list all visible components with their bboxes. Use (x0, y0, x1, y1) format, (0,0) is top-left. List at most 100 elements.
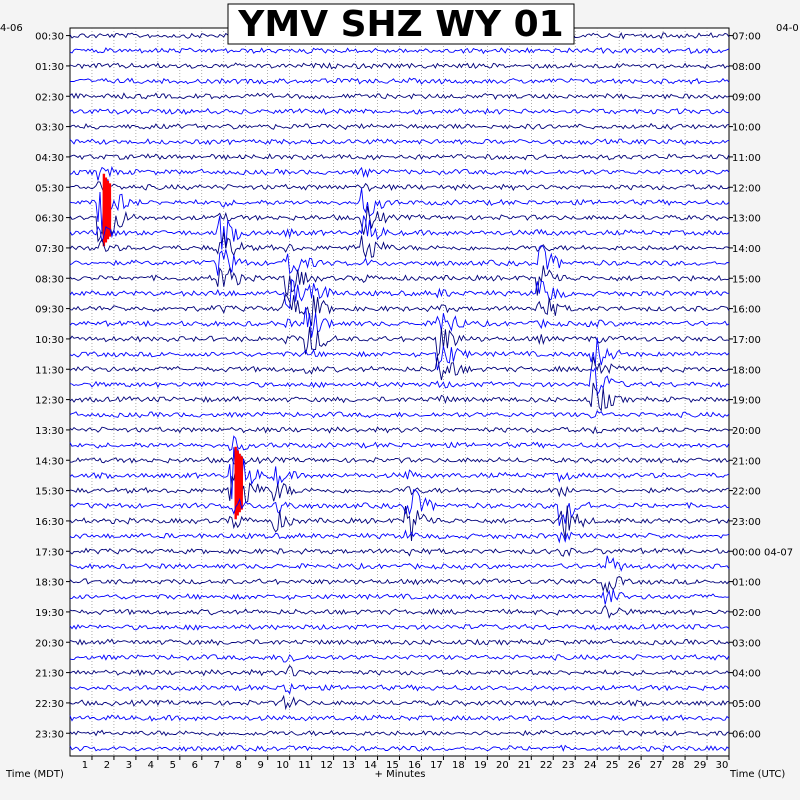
trace-line (69, 664, 730, 677)
right-tick-label: 09:00 (732, 92, 761, 103)
x-tick-label: 21 (518, 760, 531, 771)
trace-line (69, 206, 730, 243)
left-tick-label: 15:30 (35, 487, 64, 498)
x-tick-label: 16 (408, 760, 421, 771)
x-tick-label: 6 (192, 760, 198, 771)
left-tick-label: 18:30 (35, 578, 64, 589)
right-tick-label: 10:00 (732, 123, 761, 134)
trace-line (69, 382, 730, 412)
trace-line (69, 179, 730, 233)
right-tick-label: 13:00 (732, 214, 761, 225)
trace-line (70, 589, 730, 605)
x-tick-label: 17 (430, 760, 443, 771)
x-axis-label: + Minutes (375, 769, 426, 780)
trace-line (69, 729, 730, 737)
title-box (227, 3, 575, 45)
trace-line (69, 92, 730, 100)
left-tick-label: 04:30 (35, 153, 64, 164)
trace-line (69, 682, 730, 695)
x-tick-group: 1 2 3 4 5 6 7 8 9 10 11 12 13 14 15 16 17 18 19 20 21 22 23 24 2… (82, 756, 730, 771)
left-tick-label: 05:30 (35, 183, 64, 194)
trace-line (69, 265, 730, 296)
trace-line (69, 489, 730, 526)
right-tick-label: 20:00 (732, 426, 761, 437)
left-tick-label: 06:30 (35, 214, 64, 225)
x-tick-label: 5 (170, 760, 176, 771)
left-tick-label: 02:30 (35, 92, 64, 103)
x-tick-label: 24 (584, 760, 597, 771)
x-tick-label: 11 (298, 760, 311, 771)
left-tick-label: 21:30 (35, 669, 64, 680)
x-tick-label: 19 (474, 760, 487, 771)
trace-line (69, 744, 730, 753)
right-tick-label: 02:00 (732, 608, 761, 619)
right-tick-label: 14:00 (732, 244, 761, 255)
right-tick-group: 07:00 08:00 09:00 10:00 11:00 12:00 13:00 14:00… (729, 32, 793, 740)
trace-line (69, 278, 729, 310)
trace-line (69, 714, 730, 722)
trace-line (69, 426, 730, 435)
right-tick-label: 11:00 (732, 153, 761, 164)
x-tick-label: 10 (276, 760, 289, 771)
trace-group (69, 31, 730, 753)
x-tick-label: 9 (258, 760, 264, 771)
plot-area (69, 27, 730, 757)
right-tick-label: 05:00 (732, 699, 761, 710)
x-tick-label: 28 (672, 760, 685, 771)
left-tick-label: 16:30 (35, 517, 64, 528)
clipped-trace-segment (234, 462, 243, 520)
x-tick-label: 12 (320, 760, 333, 771)
left-tick-group: 00:30 01:30 02:30 03:30 04:30 05:30 06:30 07:30… (35, 32, 70, 740)
trace-line (69, 455, 730, 469)
left-tick-label: 14:30 (35, 456, 64, 467)
x-tick-label: 1 (82, 760, 88, 771)
left-tick-label: 01:30 (35, 62, 64, 73)
x-tick-label: 27 (650, 760, 663, 771)
x-tick-label: 29 (694, 760, 707, 771)
trace-line (69, 62, 730, 70)
trace-line (69, 638, 730, 646)
top-left-date: 4-06 (0, 23, 23, 34)
trace-line (69, 244, 730, 276)
left-tick-label: 13:30 (35, 426, 64, 437)
trace-line (69, 326, 730, 358)
right-tick-label: 22:00 (732, 487, 761, 498)
right-tick-label: 18:00 (732, 365, 761, 376)
trace-line (69, 47, 730, 55)
trace-line (69, 122, 730, 131)
trace-line (69, 435, 730, 452)
left-tick-label: 17:30 (35, 547, 64, 558)
left-axis-label: Time (MDT) (5, 769, 64, 780)
trace-line (69, 215, 730, 250)
x-tick-label: 30 (716, 760, 729, 771)
trace-line (69, 232, 730, 259)
right-tick-label: 06:00 (732, 729, 761, 740)
trace-line (69, 337, 730, 371)
right-tick-label: 12:00 (732, 183, 761, 194)
right-tick-label: 01:00 (732, 578, 761, 589)
left-tick-label: 23:30 (35, 729, 64, 740)
top-right-date: 04-0 (776, 23, 799, 34)
left-tick-label: 00:30 (35, 32, 64, 43)
trace-line (69, 107, 730, 116)
x-tick-label: 18 (452, 760, 465, 771)
left-tick-label: 03:30 (35, 123, 64, 134)
left-tick-label: 11:30 (35, 365, 64, 376)
trace-line (69, 529, 730, 544)
trace-line (69, 604, 730, 619)
right-tick-label: 08:00 (732, 62, 761, 73)
right-tick-label: 03:00 (732, 638, 761, 649)
trace-line (69, 165, 730, 181)
x-tick-label: 20 (496, 760, 509, 771)
trace-line (69, 293, 730, 326)
left-tick-label: 08:30 (35, 274, 64, 285)
right-tick-label: 07:00 (732, 32, 761, 43)
x-tick-label: 3 (126, 760, 132, 771)
left-tick-label: 12:30 (35, 396, 64, 407)
x-tick-label: 14 (364, 760, 377, 771)
left-tick-label: 22:30 (35, 699, 64, 710)
left-tick-label: 07:30 (35, 244, 64, 255)
trace-line (69, 653, 730, 663)
